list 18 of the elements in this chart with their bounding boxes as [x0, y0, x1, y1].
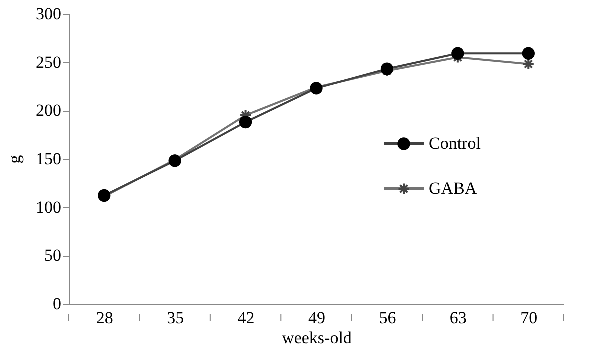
x-tick-label: 49: [308, 308, 326, 328]
x-tick-label: 35: [167, 308, 184, 328]
y-tick-label: 250: [36, 52, 62, 72]
y-tick-label: 100: [36, 198, 62, 217]
x-tick-label: 63: [450, 308, 467, 328]
y-tick-label: 200: [36, 101, 62, 120]
x-tick-label: 28: [96, 308, 114, 328]
legend-label: Control: [429, 134, 482, 153]
x-tick-label: 70: [520, 308, 538, 328]
y-tick-label: 300: [36, 4, 62, 24]
x-tick-label: 56: [379, 308, 396, 328]
y-tick-label: 50: [44, 246, 62, 266]
legend-label: GABA: [429, 179, 478, 198]
y-tick-label: 150: [36, 150, 62, 168]
y-tick-label: 0: [53, 294, 62, 314]
x-axis-title: weeks-old: [282, 328, 352, 348]
x-tick-label: 42: [238, 308, 255, 328]
y-axis-title: g: [5, 154, 24, 164]
